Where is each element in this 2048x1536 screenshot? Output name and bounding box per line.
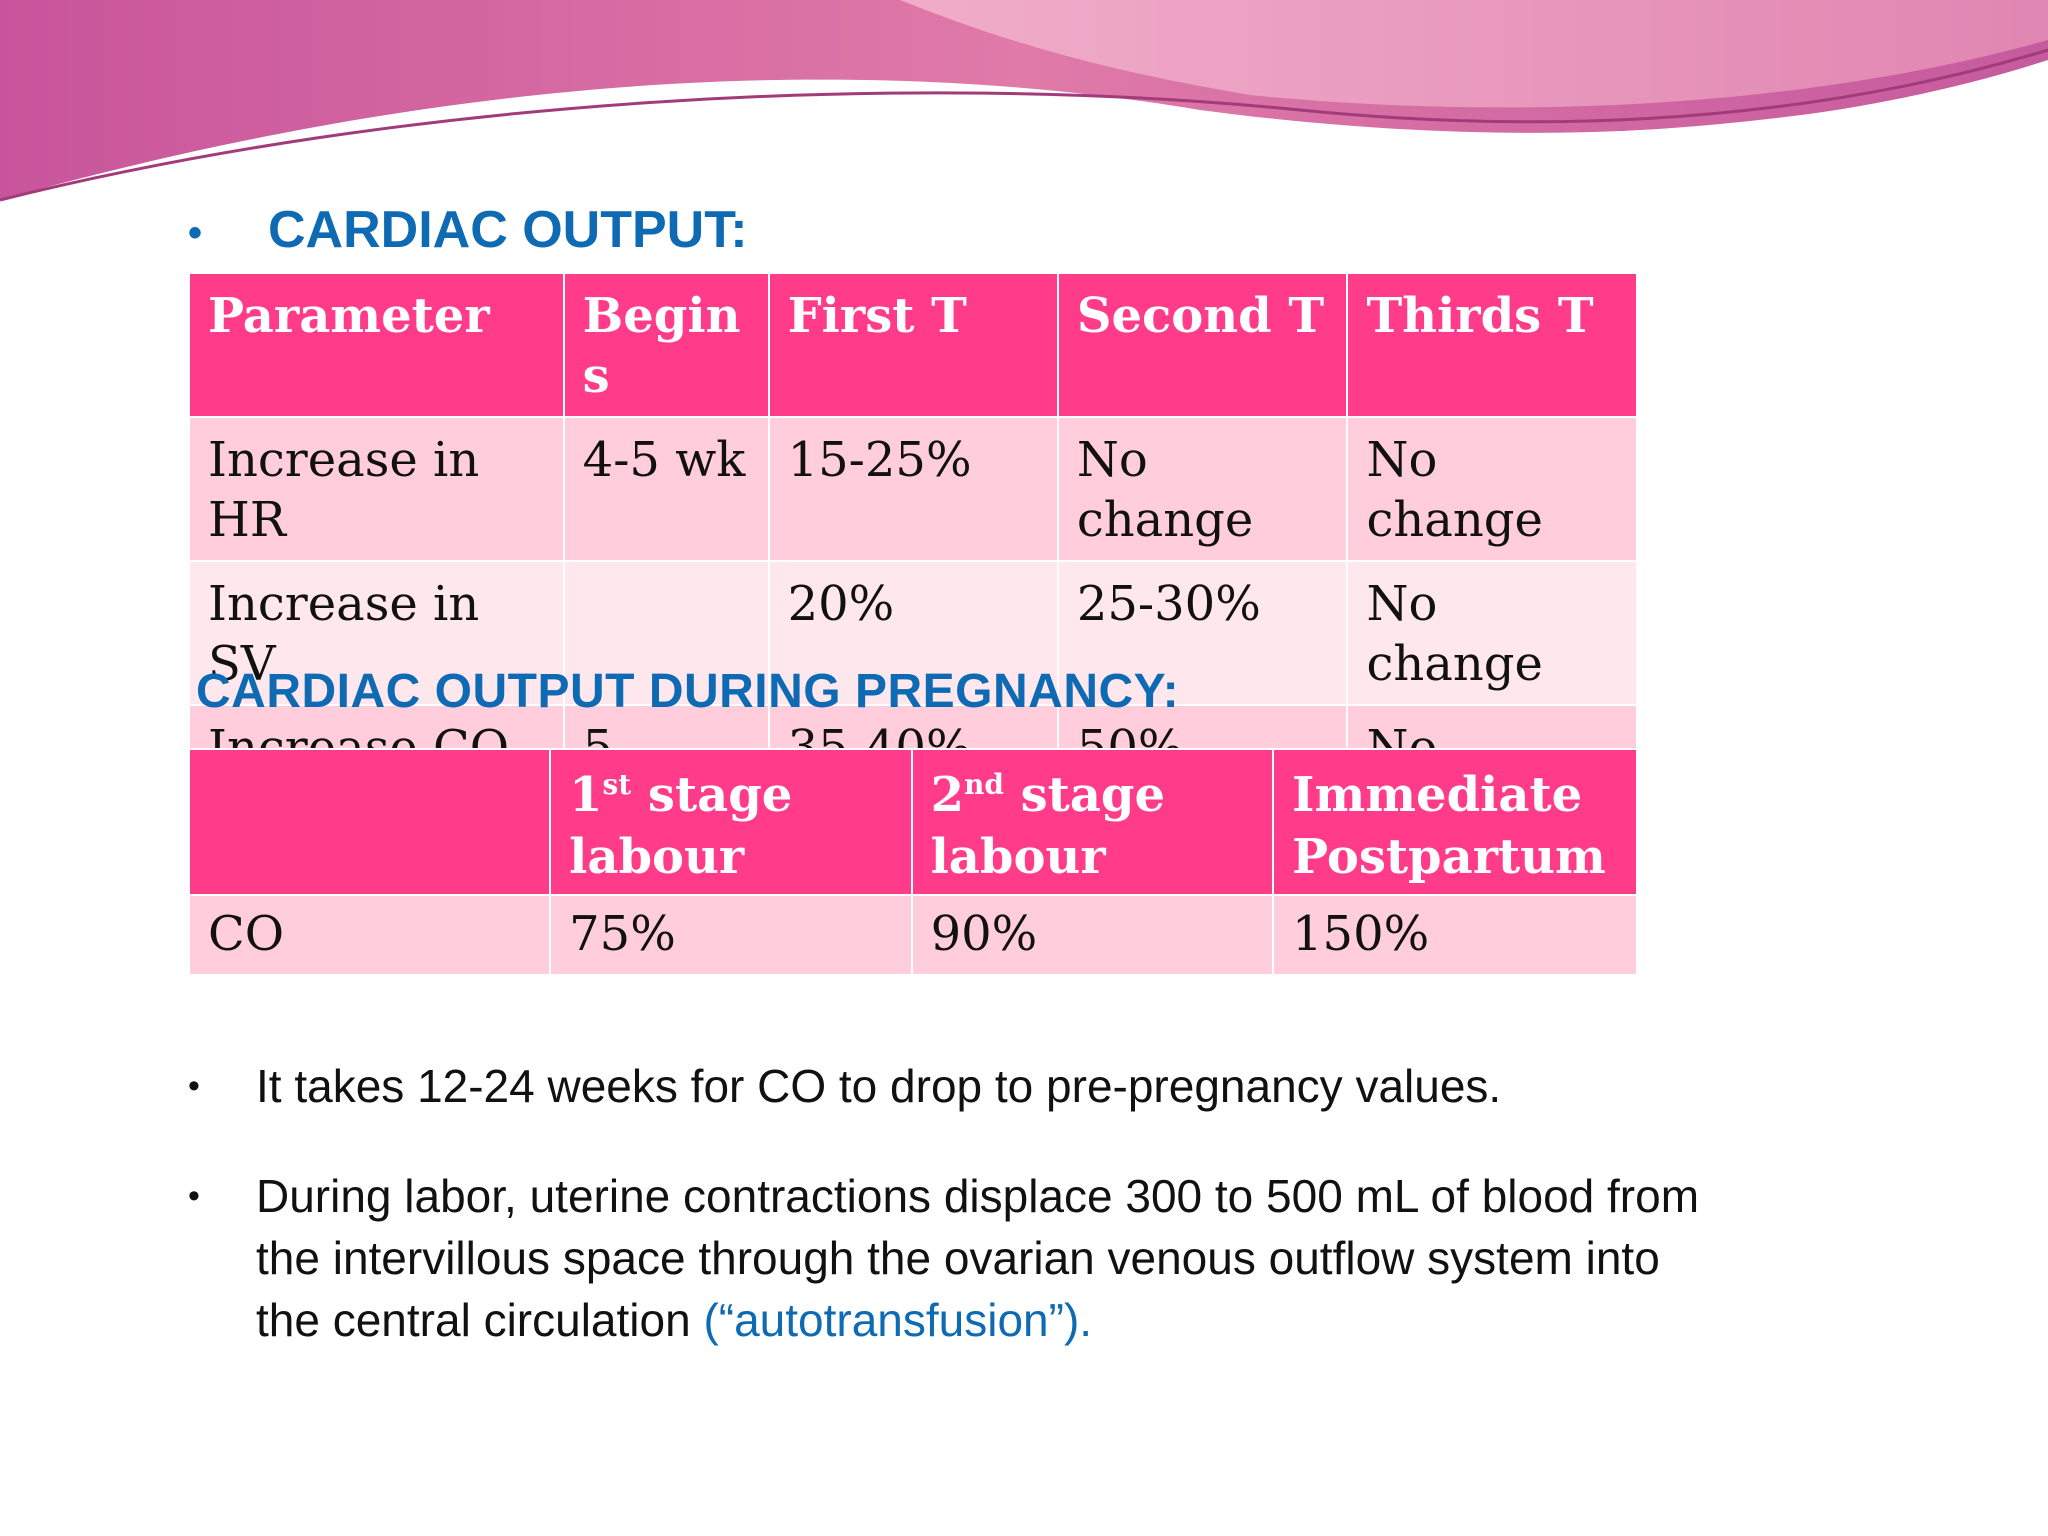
bullet-list: • It takes 12-24 weeks for CO to drop to…: [188, 1055, 1708, 1399]
table-cell: No change: [1346, 560, 1638, 706]
header-cell: Immediate Postpartum: [1272, 748, 1638, 896]
table-cell: CO: [187, 894, 552, 976]
section-title: • CARDIAC OUTPUT:: [188, 201, 748, 259]
labour-cardiac-output-table: 1st stage labour 2nd stage labour Immedi…: [187, 748, 1638, 976]
table-cell: No change: [1056, 416, 1349, 562]
bullet-dot-icon: •: [188, 1177, 200, 1215]
list-item: • During labor, uterine contractions dis…: [188, 1165, 1708, 1351]
header-cell: 1st stage labour: [549, 748, 913, 896]
table-header-row: Parameter Begin s First T Second T Third…: [188, 272, 1638, 418]
decorative-wave-banner: [0, 0, 2048, 260]
table-cell: Increase in HR: [188, 416, 565, 562]
bullet-dot-icon: •: [188, 1067, 200, 1105]
table-row: Increase CO 5 35-40% 50% No: [188, 704, 1638, 750]
table-cell: No change: [1346, 416, 1638, 562]
table-cell: 15-25%: [767, 416, 1059, 562]
bullet-dot-icon: •: [188, 210, 203, 255]
table-cell: 4-5 wk: [562, 416, 770, 562]
header-cell: Thirds T: [1346, 272, 1638, 418]
table-cell: 50%: [1056, 704, 1349, 750]
cardiac-output-table: Parameter Begin s First T Second T Third…: [188, 272, 1638, 750]
table-cell: 35-40%: [767, 704, 1059, 750]
header-cell: 2nd stage labour: [910, 748, 1275, 896]
header-cell: Second T: [1056, 272, 1349, 418]
table-cell: 5: [562, 704, 770, 750]
header-cell: Parameter: [188, 272, 565, 418]
table-cell: Increase CO: [188, 704, 565, 750]
table-cell: No: [1346, 704, 1638, 750]
table-row: CO 75% 90% 150%: [187, 894, 1638, 976]
cardiac-output-pregnancy-heading: CARDIAC OUTPUT DURING PREGNANCY:: [196, 665, 1180, 718]
table-cell: 150%: [1272, 894, 1638, 976]
table-row: Increase in SV 20% 25-30% No change: [188, 560, 1638, 706]
table-cell: 20%: [767, 560, 1059, 706]
header-cell-empty: [187, 748, 552, 896]
table-row: Increase in HR 4-5 wk 15-25% No change N…: [188, 416, 1638, 562]
table-cell: 25-30%: [1056, 560, 1349, 706]
table-cell: 90%: [910, 894, 1275, 976]
header-cell: Begin s: [562, 272, 770, 418]
header-cell: First T: [767, 272, 1059, 418]
autotransfusion-highlight: (“autotransfusion”).: [703, 1294, 1093, 1346]
cardiac-output-table-container: Parameter Begin s First T Second T Third…: [188, 272, 1648, 750]
table-cell: 75%: [549, 894, 913, 976]
table-cell: [562, 560, 770, 706]
table-header-row: 1st stage labour 2nd stage labour Immedi…: [187, 748, 1638, 896]
list-item: • It takes 12-24 weeks for CO to drop to…: [188, 1055, 1708, 1117]
table-cell: Increase in SV: [188, 560, 565, 706]
